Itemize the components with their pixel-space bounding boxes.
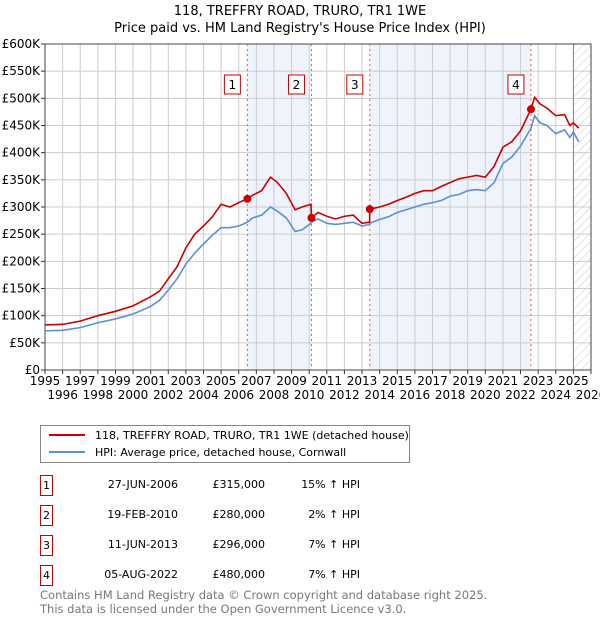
sale-row: 3 11-JUN-2013 £296,000 7% ↑ HPI (40, 535, 440, 557)
sale-row: 1 27-JUN-2006 £315,000 15% ↑ HPI (40, 475, 440, 497)
x-tick-label: 2006 (223, 388, 254, 402)
sale-hpi-diff: 15% ↑ HPI (301, 478, 360, 491)
sale-date: 05-AUG-2022 (104, 568, 178, 581)
sale-point (526, 105, 535, 114)
y-tick-label: £0 (25, 363, 40, 377)
x-tick-label: 2017 (417, 374, 448, 388)
x-tick-label: 2011 (312, 374, 343, 388)
sale-row: 2 19-FEB-2010 £280,000 2% ↑ HPI (40, 505, 440, 527)
sale-date: 11-JUN-2013 (107, 538, 178, 551)
x-tick-label: 2019 (452, 374, 483, 388)
y-tick-label: £450K (2, 119, 42, 133)
sale-price: £315,000 (212, 478, 266, 491)
property-price-line (44, 95, 580, 326)
sale-label: 3 (351, 78, 359, 92)
chart-title: 118, TREFFRY ROAD, TRURO, TR1 1WE (173, 4, 427, 19)
x-tick-label: 2024 (541, 388, 572, 402)
sale-price: £280,000 (212, 508, 266, 521)
x-tick-label: 1995 (30, 374, 61, 388)
y-tick-label: £600K (2, 37, 42, 51)
footer-copyright: Contains HM Land Registry data © Crown c… (40, 588, 488, 602)
x-tick-label: 2008 (259, 388, 290, 402)
sale-point (307, 213, 316, 222)
x-tick-label: 2020 (470, 388, 501, 402)
x-tick-label: 2009 (276, 374, 307, 388)
y-tick-label: £50K (9, 336, 41, 350)
sale-row: 4 05-AUG-2022 £480,000 7% ↑ HPI (40, 565, 440, 587)
x-tick-label: 2013 (347, 374, 378, 388)
sale-hpi-diff: 7% ↑ HPI (308, 538, 360, 551)
sale-label: 1 (229, 78, 237, 92)
sale-number: 1 (40, 475, 53, 496)
sale-label-box (507, 74, 525, 95)
x-tick-label: 2002 (153, 388, 184, 402)
x-tick-label: 2015 (382, 374, 413, 388)
y-tick-label: £300K (2, 200, 42, 214)
x-tick-label: 2023 (523, 374, 554, 388)
y-tick-label: £350K (2, 173, 42, 187)
sale-number: 2 (40, 505, 53, 526)
y-tick-label: £500K (2, 91, 42, 105)
x-tick-label: 2025 (558, 374, 589, 388)
y-tick-label: £200K (2, 254, 42, 268)
y-tick-label: £150K (2, 282, 42, 296)
sale-label-box (223, 74, 241, 95)
chart-subtitle: Price paid vs. HM Land Registry's House … (114, 21, 486, 36)
x-tick-label: 2014 (364, 388, 395, 402)
blue-line-swatch (49, 451, 85, 453)
sale-price: £296,000 (212, 538, 266, 551)
legend: 118, TREFFRY ROAD, TRURO, TR1 1WE (detac… (40, 425, 410, 463)
legend-item-property: 118, TREFFRY ROAD, TRURO, TR1 1WE (detac… (49, 427, 409, 443)
x-tick-label: 2018 (435, 388, 466, 402)
x-tick-label: 2007 (241, 374, 272, 388)
x-tick-label: 1999 (100, 374, 131, 388)
x-tick-label: 2001 (135, 374, 166, 388)
sale-label-box (346, 74, 364, 95)
x-tick-label: 2004 (188, 388, 219, 402)
x-tick-label: 1997 (65, 374, 96, 388)
sale-label-box (287, 74, 305, 95)
hpi-line (44, 113, 580, 332)
footer-licence: This data is licensed under the Open Gov… (40, 602, 407, 616)
legend-item-hpi: HPI: Average price, detached house, Corn… (49, 444, 346, 460)
red-line-swatch (49, 434, 85, 436)
x-tick-label: 1998 (83, 388, 114, 402)
x-tick-label: 2010 (294, 388, 325, 402)
line-chart: 1995199619971998199920002001200220032004… (2, 37, 600, 402)
x-tick-label: 2000 (118, 388, 149, 402)
sale-number: 4 (40, 565, 53, 586)
legend-label: HPI: Average price, detached house, Corn… (95, 445, 347, 459)
sale-hpi-diff: 2% ↑ HPI (308, 508, 360, 521)
x-tick-label: 1996 (47, 388, 78, 402)
sale-date: 27-JUN-2006 (107, 478, 178, 491)
y-tick-label: £550K (2, 64, 42, 78)
sale-point (243, 194, 252, 203)
x-tick-label: 2026 (576, 388, 600, 402)
y-tick-label: £250K (2, 227, 42, 241)
plot-frame (44, 43, 592, 371)
x-tick-label: 2012 (329, 388, 360, 402)
x-tick-label: 2022 (505, 388, 536, 402)
legend-label: 118, TREFFRY ROAD, TRURO, TR1 1WE (detac… (95, 428, 409, 442)
x-tick-label: 2016 (400, 388, 431, 402)
sale-date: 19-FEB-2010 (107, 508, 178, 521)
sale-hpi-diff: 7% ↑ HPI (308, 568, 360, 581)
sale-price: £480,000 (212, 568, 266, 581)
sale-point (365, 205, 374, 214)
sale-label: 2 (293, 78, 301, 92)
x-tick-label: 2005 (206, 374, 237, 388)
x-tick-label: 2021 (488, 374, 519, 388)
y-tick-label: £100K (2, 309, 42, 323)
x-tick-label: 2003 (171, 374, 202, 388)
y-tick-label: £400K (2, 146, 42, 160)
sale-number: 3 (40, 535, 53, 556)
sale-label: 4 (512, 78, 520, 92)
